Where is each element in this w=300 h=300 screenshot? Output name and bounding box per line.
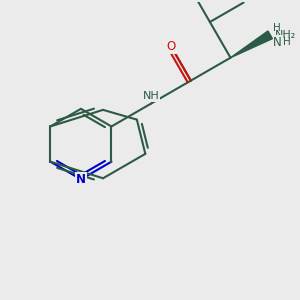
Text: N: N — [273, 36, 282, 49]
Polygon shape — [230, 31, 272, 58]
Text: NH₂: NH₂ — [274, 30, 296, 40]
Text: H: H — [283, 37, 290, 47]
Text: H: H — [273, 23, 281, 33]
Text: N: N — [76, 173, 86, 186]
Text: O: O — [167, 40, 176, 53]
Text: NH: NH — [143, 91, 160, 101]
